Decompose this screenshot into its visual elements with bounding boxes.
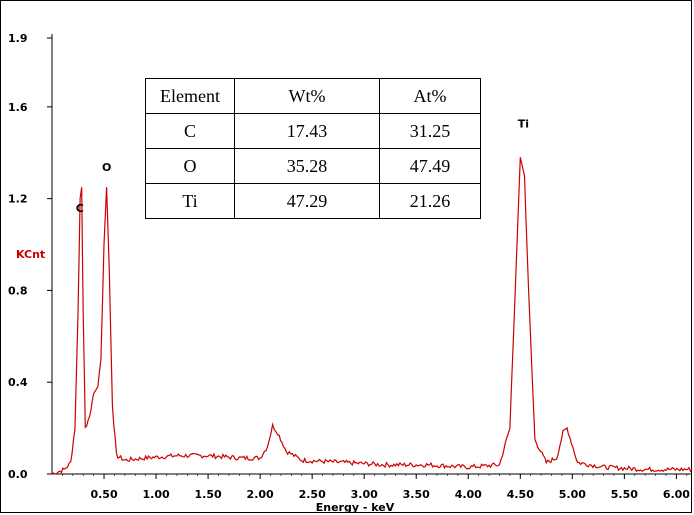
x-tick-label: 0.50 (90, 488, 117, 501)
x-tick-label: 3.00 (351, 488, 378, 501)
spectrum-line (51, 157, 693, 475)
header-element: Element (145, 78, 235, 114)
y-tick-label: 0.0 (8, 468, 28, 481)
y-tick-label: 1.6 (8, 101, 28, 114)
x-tick-label: 4.50 (507, 488, 534, 501)
peak-label-ti: Ti (518, 117, 529, 130)
y-tick-label: 1.9 (8, 32, 28, 45)
cell-wt: 17.43 (234, 113, 380, 149)
table-row: C 17.43 31.25 (145, 113, 481, 149)
x-tick-label: 2.50 (299, 488, 326, 501)
y-axis-title: KCnt (16, 248, 45, 261)
x-tick-label: 1.00 (142, 488, 169, 501)
cell-at: 47.49 (379, 148, 481, 184)
cell-wt: 35.28 (234, 148, 380, 184)
cell-element: C (145, 113, 235, 149)
cell-at: 21.26 (379, 183, 481, 219)
x-tick-label: 4.00 (455, 488, 482, 501)
spectrum-series (51, 157, 693, 475)
cell-wt: 47.29 (234, 183, 380, 219)
header-wt-percent: Wt% (234, 78, 380, 114)
x-tick-label: 2.00 (247, 488, 274, 501)
y-tick-label: 0.8 (8, 284, 28, 297)
cell-element: O (145, 148, 235, 184)
table-row: Ti 47.29 21.26 (145, 183, 481, 219)
peak-label-o: O (102, 161, 111, 174)
x-axis-title: Energy - keV (316, 501, 395, 514)
y-tick-label: 1.2 (8, 193, 28, 206)
peak-label-c: C (76, 202, 84, 215)
header-at-percent: At% (379, 78, 481, 114)
table-header-row: Element Wt% At% (145, 78, 481, 114)
x-tick-label: 3.50 (403, 488, 430, 501)
cell-at: 31.25 (379, 113, 481, 149)
composition-table: Element Wt% At% C 17.43 31.25 O 35.28 47… (145, 78, 481, 219)
x-tick-label: 5.00 (559, 488, 586, 501)
peak-labels: C O Ti (76, 117, 529, 215)
table-row: O 35.28 47.49 (145, 148, 481, 184)
x-tick-label: 6.00 (663, 488, 690, 501)
ticks: 0.0 0.4 0.8 1.2 1.6 1.9 0.50 1.00 1.50 2.00 2.50 3.… (8, 32, 690, 501)
y-tick-label: 0.4 (8, 376, 28, 389)
cell-element: Ti (145, 183, 235, 219)
x-tick-label: 1.50 (195, 488, 222, 501)
x-tick-label: 5.50 (611, 488, 638, 501)
